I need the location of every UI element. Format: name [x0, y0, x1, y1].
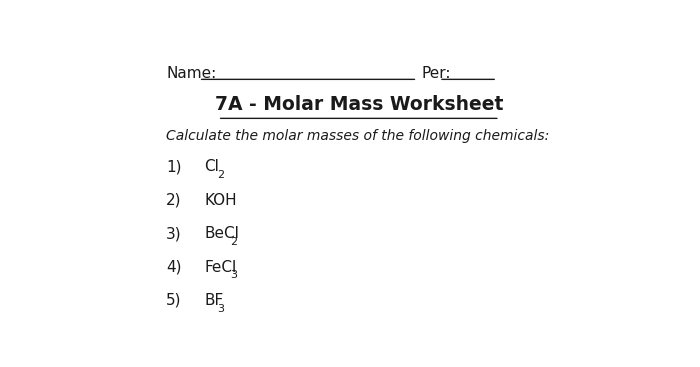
Text: KOH: KOH	[204, 193, 237, 208]
Text: 4): 4)	[166, 259, 182, 275]
Text: 3: 3	[217, 304, 224, 314]
Text: 5): 5)	[166, 293, 182, 308]
Text: 3: 3	[230, 270, 237, 280]
Text: 7A - Molar Mass Worksheet: 7A - Molar Mass Worksheet	[215, 95, 503, 114]
Text: Per:: Per:	[421, 66, 451, 81]
Text: Calculate the molar masses of the following chemicals:: Calculate the molar masses of the follow…	[166, 129, 550, 143]
Text: 3): 3)	[166, 226, 182, 241]
Text: Name:: Name:	[166, 66, 216, 81]
Text: Cl: Cl	[204, 160, 219, 174]
Text: 2: 2	[217, 170, 224, 181]
Text: BeCl: BeCl	[204, 226, 239, 241]
Text: 2): 2)	[166, 193, 182, 208]
Text: 2: 2	[230, 237, 237, 247]
Text: BF: BF	[204, 293, 223, 308]
Text: FeCl: FeCl	[204, 259, 237, 275]
Text: 1): 1)	[166, 160, 182, 174]
